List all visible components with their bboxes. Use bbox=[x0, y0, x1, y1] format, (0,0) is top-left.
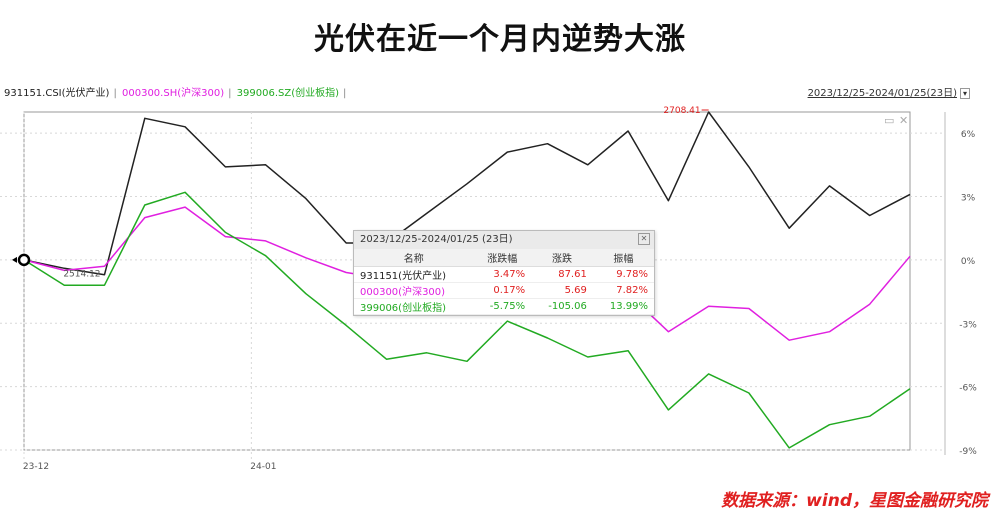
close-icon[interactable]: ✕ bbox=[899, 114, 909, 127]
col-header-chg: 涨跌 bbox=[531, 249, 593, 267]
max-label: 2708.41 bbox=[663, 106, 700, 116]
min-label: 2514.12 bbox=[63, 270, 100, 280]
legend-item-chinext[interactable]: 399006.SZ(创业板指) bbox=[236, 88, 340, 99]
series-line-0 bbox=[23, 111, 911, 276]
chevron-down-icon[interactable]: ▾ bbox=[959, 88, 970, 99]
row-amp: 13.99% bbox=[592, 298, 654, 315]
start-arrow bbox=[12, 256, 17, 263]
row-chg: -105.06 bbox=[531, 298, 593, 315]
legend-sep: | bbox=[343, 88, 347, 99]
table-row: 000300(沪深300) 0.17% 5.69 7.82% bbox=[354, 282, 654, 299]
popup-header: 2023/12/25-2024/01/25 (23日) ✕ bbox=[354, 231, 654, 249]
y-tick-label: 0% bbox=[961, 257, 976, 267]
row-pct: -5.75% bbox=[473, 298, 532, 315]
row-name: 931151(光伏产业) bbox=[354, 266, 474, 283]
y-tick-label: -6% bbox=[959, 384, 977, 394]
date-range-selector[interactable]: 2023/12/25-2024/01/25(23日) ▾ bbox=[808, 84, 970, 99]
table-header-row: 名称 涨跌幅 涨跌 振幅 bbox=[354, 249, 654, 267]
row-chg: 5.69 bbox=[531, 282, 593, 299]
legend-item-hs300[interactable]: 000300.SH(沪深300) bbox=[122, 88, 225, 99]
legend: 931151.CSI(光伏产业) | 000300.SH(沪深300) | 3990… bbox=[4, 84, 348, 99]
legend-sep: | bbox=[228, 88, 232, 99]
y-tick-label: -9% bbox=[959, 447, 977, 457]
y-tick-label: -3% bbox=[959, 320, 977, 330]
row-pct: 3.47% bbox=[473, 266, 532, 283]
close-icon[interactable]: ✕ bbox=[638, 233, 650, 245]
date-range-label: 2023/12/25-2024/01/25(23日) bbox=[807, 88, 957, 99]
legend-item-pv[interactable]: 931151.CSI(光伏产业) bbox=[4, 88, 110, 99]
table-row: 399006(创业板指) -5.75% -105.06 13.99% bbox=[354, 298, 654, 315]
row-amp: 7.82% bbox=[592, 282, 654, 299]
row-name: 399006(创业板指) bbox=[354, 298, 474, 315]
legend-sep: | bbox=[113, 88, 117, 99]
row-chg: 87.61 bbox=[531, 266, 593, 283]
maximize-icon[interactable]: ▭ bbox=[884, 114, 895, 127]
y-tick-label: 3% bbox=[961, 194, 976, 204]
source-note: 数据来源：wind，星图金融研究院 bbox=[721, 491, 988, 511]
x-tick-label: 24-01 bbox=[250, 462, 276, 472]
start-marker bbox=[17, 253, 31, 267]
col-header-amp: 振幅 bbox=[592, 249, 654, 267]
line-chart: 6% 3% 0% -3% -6% -9% 23-12 24-01 2708.41 2514.12 bbox=[0, 106, 977, 472]
chart-title: 光伏在近一个月内逆势大涨 bbox=[314, 22, 686, 57]
col-header-pct: 涨跌幅 bbox=[473, 249, 532, 267]
range-stats-popup: 2023/12/25-2024/01/25 (23日) ✕ 名称 涨跌幅 涨跌 … bbox=[353, 230, 655, 316]
popup-title: 2023/12/25-2024/01/25 (23日) bbox=[360, 234, 513, 245]
series-line-2 bbox=[23, 191, 911, 449]
row-pct: 0.17% bbox=[473, 282, 532, 299]
row-name: 000300(沪深300) bbox=[354, 282, 474, 299]
y-tick-label: 6% bbox=[961, 130, 976, 140]
table-row: 931151(光伏产业) 3.47% 87.61 9.78% bbox=[354, 266, 654, 283]
col-header-name: 名称 bbox=[354, 249, 474, 267]
row-amp: 9.78% bbox=[592, 266, 654, 283]
x-tick-label: 23-12 bbox=[23, 462, 49, 472]
stats-table: 名称 涨跌幅 涨跌 振幅 931151(光伏产业) 3.47% 87.61 9.… bbox=[354, 249, 654, 315]
